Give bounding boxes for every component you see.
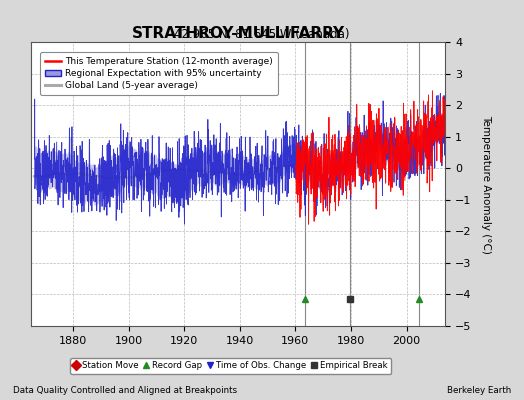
Text: Berkeley Earth: Berkeley Earth bbox=[446, 386, 511, 395]
Text: 42.965 N, 81.645 W (Canada): 42.965 N, 81.645 W (Canada) bbox=[174, 28, 350, 41]
Legend: This Temperature Station (12-month average), Regional Expectation with 95% uncer: This Temperature Station (12-month avera… bbox=[40, 52, 278, 94]
Legend: Station Move, Record Gap, Time of Obs. Change, Empirical Break: Station Move, Record Gap, Time of Obs. C… bbox=[70, 358, 391, 374]
Text: Data Quality Controlled and Aligned at Breakpoints: Data Quality Controlled and Aligned at B… bbox=[13, 386, 237, 395]
Title: STRATHROY-MULLIFARRY: STRATHROY-MULLIFARRY bbox=[132, 26, 345, 41]
Y-axis label: Temperature Anomaly (°C): Temperature Anomaly (°C) bbox=[481, 114, 491, 254]
